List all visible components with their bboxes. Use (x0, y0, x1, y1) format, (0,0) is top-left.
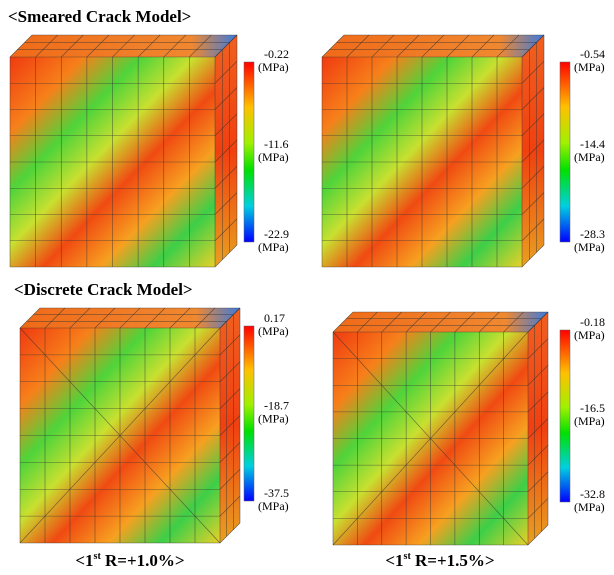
legend-unit: (MPa) (258, 150, 289, 164)
legend-value: -0.54 (580, 47, 605, 61)
color-bar (560, 62, 570, 242)
legend-unit: (MPa) (258, 324, 289, 338)
caption-prefix: <1 (75, 551, 93, 570)
legend-value: -22.9 (264, 227, 289, 241)
caption: <1st R=+1.0%> (75, 551, 184, 570)
section-title: <Smeared Crack Model> (8, 7, 191, 26)
legend-unit: (MPa) (258, 412, 289, 426)
legend-unit: (MPa) (258, 60, 289, 74)
cube (10, 35, 237, 267)
color-bar (560, 330, 570, 502)
legend-value: -18.7 (264, 399, 289, 413)
cube (322, 35, 544, 267)
legend-value: -0.22 (264, 47, 289, 61)
figure: <Smeared Crack Model>-0.22(MPa)-11.6(MPa… (0, 0, 614, 575)
legend-unit: (MPa) (574, 328, 605, 342)
legend-value: -0.18 (580, 315, 605, 329)
legend-value: 0.17 (264, 311, 285, 325)
legend-unit: (MPa) (574, 60, 605, 74)
legend-unit: (MPa) (258, 499, 289, 513)
legend-value: -14.4 (580, 137, 605, 151)
legend-value: -11.6 (264, 137, 289, 151)
color-bar (244, 326, 254, 501)
legend-unit: (MPa) (258, 240, 289, 254)
color-bar (244, 62, 254, 242)
legend-value: -37.5 (264, 486, 289, 500)
legend-value: -28.3 (580, 227, 605, 241)
legend-unit: (MPa) (574, 500, 605, 514)
caption: <1st R=+1.5%> (385, 551, 494, 570)
caption-rest: R=+1.5%> (411, 551, 495, 570)
section-title: <Discrete Crack Model> (14, 280, 193, 299)
legend-unit: (MPa) (574, 150, 605, 164)
legend-unit: (MPa) (574, 414, 605, 428)
caption-rest: R=+1.0%> (101, 551, 185, 570)
legend-value: -16.5 (580, 401, 605, 415)
caption-prefix: <1 (385, 551, 403, 570)
cube (333, 312, 548, 545)
cube (20, 308, 240, 543)
legend-unit: (MPa) (574, 240, 605, 254)
legend-value: -32.8 (580, 487, 605, 501)
